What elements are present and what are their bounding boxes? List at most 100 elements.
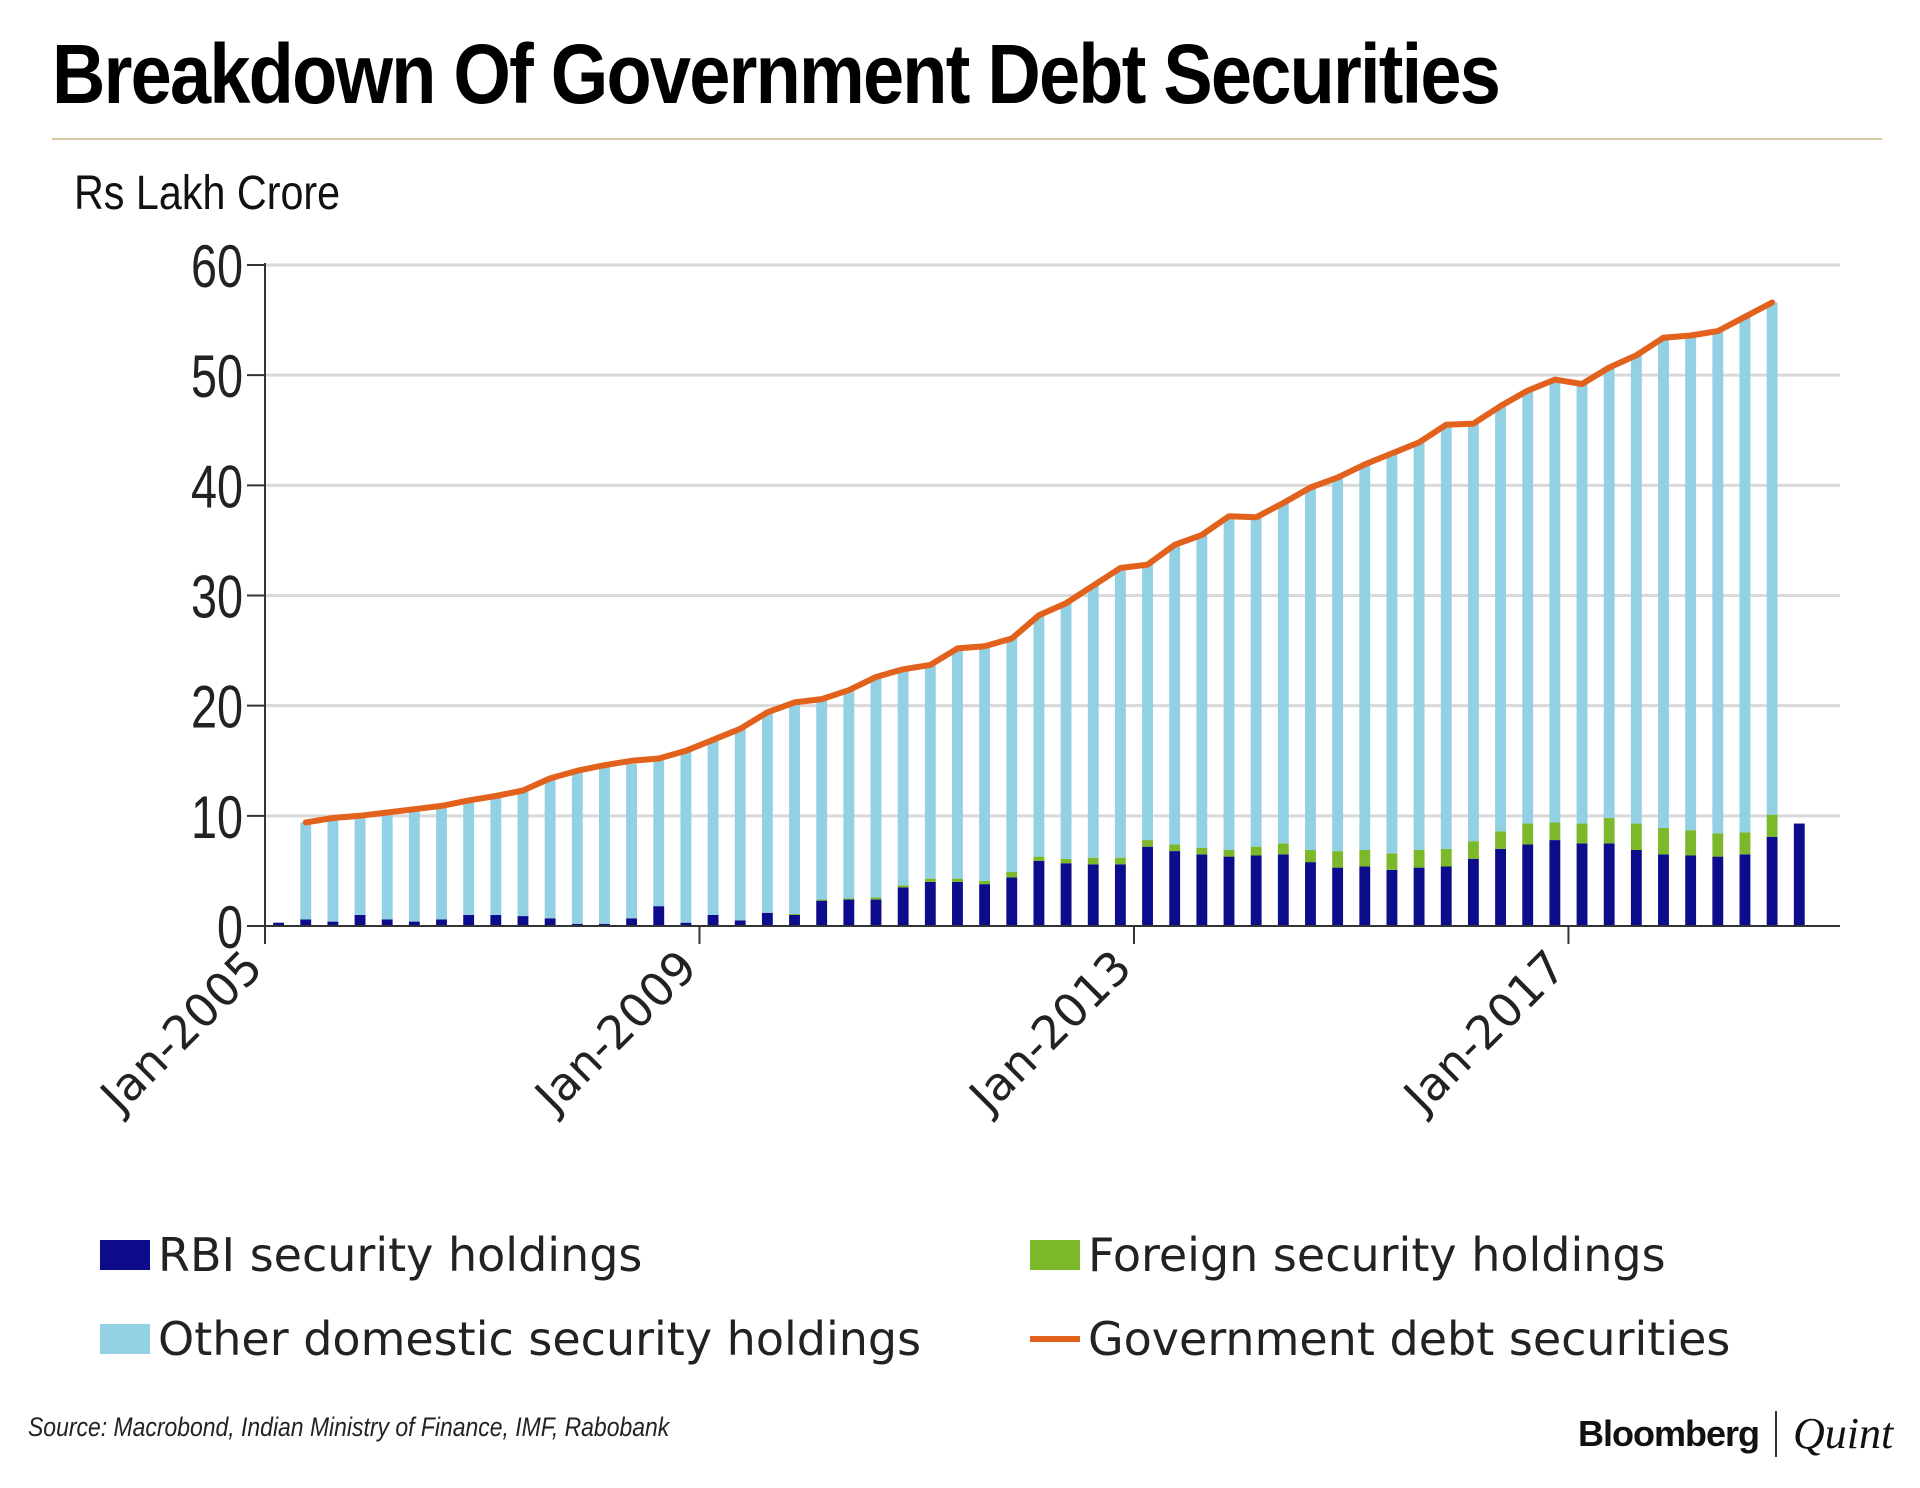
bar-other	[1658, 337, 1669, 828]
legend-item-foreign: Foreign security holdings	[1030, 1228, 1666, 1282]
bar-rbi	[870, 899, 882, 926]
bar-other	[1277, 502, 1289, 844]
bar-other	[870, 677, 882, 898]
bar-rbi	[1087, 864, 1099, 926]
bar-other	[653, 759, 665, 907]
legend-swatch-total	[1030, 1336, 1080, 1342]
bar-other	[517, 790, 529, 917]
legend-item-rbi: RBI security holdings	[100, 1228, 642, 1282]
y-tick-label: 20	[191, 674, 243, 741]
brand-bloomberg: Bloomberg	[1578, 1412, 1760, 1454]
bar-rbi	[1413, 867, 1425, 926]
legend-label-rbi: RBI security holdings	[158, 1228, 643, 1282]
bar-other	[381, 812, 393, 920]
bar-other	[924, 664, 936, 879]
bar-other	[1223, 516, 1235, 850]
brand-quint: Quint	[1793, 1409, 1894, 1458]
bar-rbi	[1603, 843, 1615, 926]
bar-other	[1467, 423, 1479, 842]
bar-other	[300, 822, 312, 920]
bar-other	[571, 770, 583, 924]
bar-rbi	[979, 884, 991, 926]
bar-foreign	[1250, 846, 1262, 856]
bar-other	[1576, 383, 1588, 824]
bar-rbi	[1766, 836, 1778, 926]
bar-foreign	[1630, 823, 1642, 850]
bar-foreign	[1603, 818, 1615, 844]
x-tick-label: Jan-2013	[957, 940, 1142, 1125]
bar-rbi	[1250, 855, 1262, 926]
bar-rbi	[707, 914, 719, 926]
bar-foreign	[1766, 814, 1778, 837]
bar-other	[1495, 406, 1506, 832]
bar-rbi	[1549, 840, 1561, 926]
bar-rbi	[761, 912, 773, 926]
bar-other	[599, 765, 610, 924]
bar-other	[1685, 335, 1697, 831]
bar-other	[1603, 367, 1615, 819]
bar-rbi	[354, 914, 366, 926]
bar-foreign	[1060, 858, 1072, 864]
y-tick-label: 50	[191, 344, 243, 411]
bar-other	[490, 796, 502, 915]
bar-foreign	[1576, 823, 1588, 844]
bar-other	[1522, 390, 1534, 824]
bar-foreign	[870, 897, 882, 900]
bar-other	[1196, 534, 1208, 848]
bar-foreign	[1305, 849, 1316, 863]
bar-other	[1169, 544, 1181, 845]
bar-other	[1114, 567, 1126, 858]
bar-other	[734, 728, 746, 921]
legend-label-foreign: Foreign security holdings	[1088, 1228, 1666, 1282]
bar-rbi	[1332, 867, 1344, 926]
bar-rbi	[1114, 864, 1126, 926]
bar-foreign	[1712, 833, 1724, 857]
bar-rbi	[924, 881, 936, 926]
bar-rbi	[1467, 858, 1479, 926]
bar-other	[544, 778, 556, 919]
bar-other	[707, 739, 719, 915]
bar-rbi	[1006, 877, 1018, 926]
bar-rbi	[1495, 848, 1506, 926]
bar-other	[761, 712, 773, 913]
x-tick-label: Jan-2009	[522, 940, 707, 1125]
bar-foreign	[1359, 849, 1371, 867]
bar-foreign	[1196, 847, 1208, 855]
bar-other	[1142, 564, 1153, 841]
bar-rbi	[626, 918, 638, 926]
bar-rbi	[1793, 823, 1805, 926]
bar-other	[436, 803, 447, 920]
bar-foreign	[1386, 853, 1398, 870]
bar-foreign	[1658, 827, 1669, 855]
bar-other	[680, 750, 692, 923]
bar-foreign	[789, 913, 800, 915]
bar-rbi	[1060, 863, 1072, 926]
bar-foreign	[1006, 872, 1018, 878]
legend-item-other: Other domestic security holdings	[100, 1312, 921, 1366]
bar-rbi	[1169, 851, 1181, 926]
bar-rbi	[653, 906, 665, 926]
bar-other	[816, 699, 828, 900]
bar-other	[1332, 477, 1344, 852]
bar-other	[327, 818, 339, 922]
bar-foreign	[1223, 849, 1235, 857]
brand-separator	[1775, 1410, 1778, 1457]
bar-rbi	[734, 920, 746, 926]
bar-foreign	[924, 878, 936, 882]
bar-rbi	[599, 923, 610, 926]
bar-other	[1386, 453, 1398, 854]
bar-rbi	[1576, 843, 1588, 926]
bar-foreign	[1549, 822, 1561, 841]
legend-label-total: Government debt securities	[1088, 1312, 1731, 1366]
y-tick-label: 10	[191, 784, 243, 851]
bar-rbi	[789, 914, 800, 926]
bar-foreign	[1114, 857, 1126, 865]
bar-foreign	[1277, 843, 1289, 855]
bar-foreign	[1685, 830, 1697, 856]
bar-rbi	[1630, 849, 1642, 926]
bar-rbi	[327, 921, 339, 926]
bar-other	[1033, 615, 1045, 857]
bar-foreign	[1495, 831, 1506, 849]
bar-rbi	[1739, 854, 1751, 926]
